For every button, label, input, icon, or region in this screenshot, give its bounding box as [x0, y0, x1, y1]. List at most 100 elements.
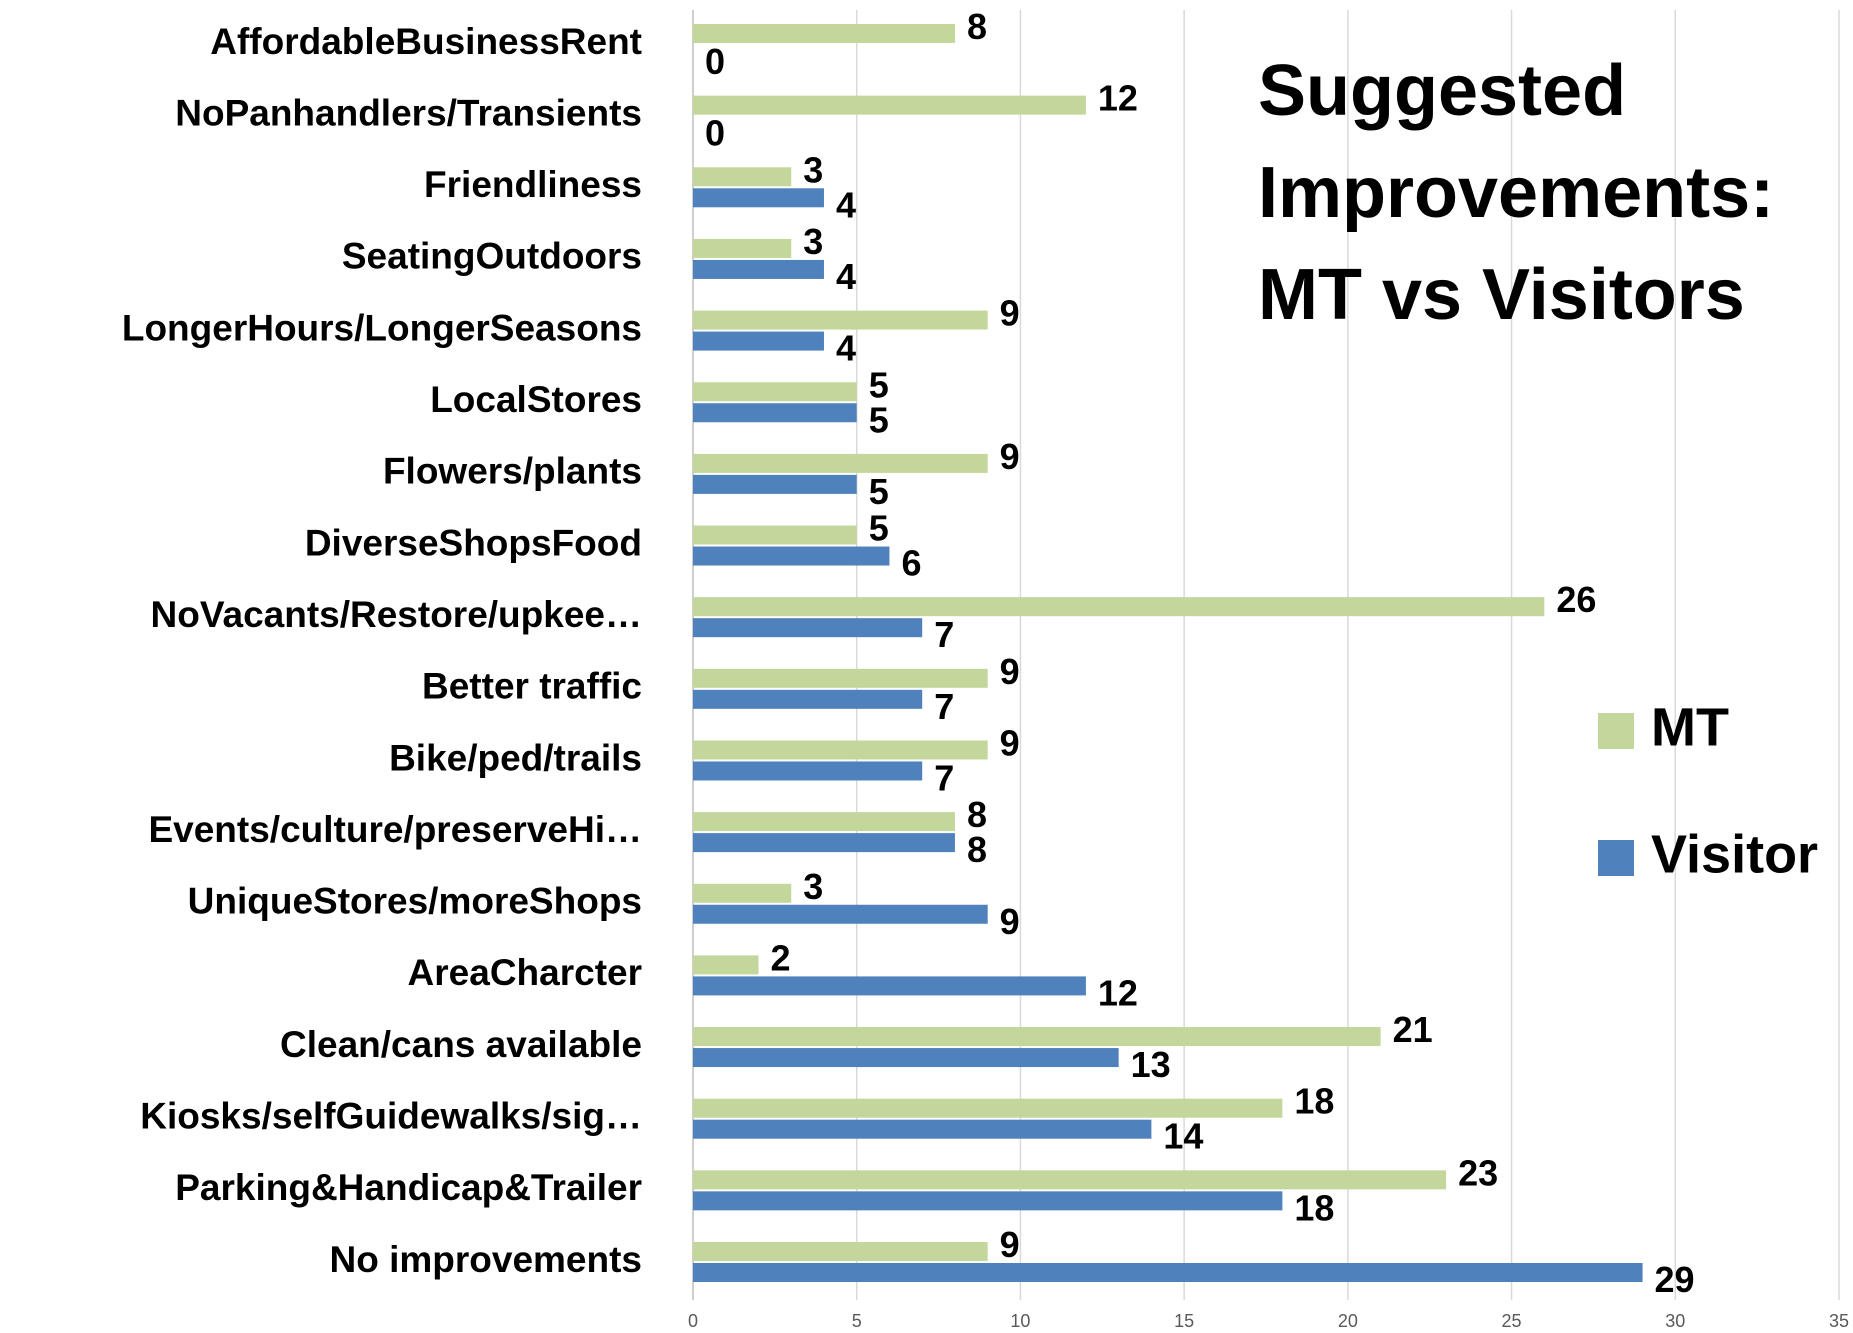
y-tick-label: AreaCharcter: [408, 952, 642, 993]
bar: [693, 740, 988, 760]
data-label: 26: [1556, 579, 1596, 620]
y-tick-label: LocalStores: [430, 379, 642, 420]
bar: [693, 453, 988, 473]
data-label: 14: [1163, 1116, 1203, 1157]
data-label: 9: [1000, 901, 1020, 942]
bar: [693, 1191, 1283, 1211]
data-label: 18: [1294, 1187, 1334, 1228]
data-label: 0: [705, 113, 725, 154]
data-label: 5: [869, 364, 889, 405]
bar: [693, 689, 923, 709]
data-label: 8: [967, 794, 987, 835]
bar: [693, 955, 759, 975]
bar: [693, 1048, 1119, 1068]
bar: [693, 310, 988, 330]
x-tick-label: 20: [1338, 1311, 1358, 1331]
x-tick-label: 30: [1665, 1311, 1685, 1331]
bar: [693, 95, 1086, 115]
y-tick-label: SeatingOutdoors: [342, 236, 642, 277]
data-label: 9: [1000, 651, 1020, 692]
y-tick-label: Bike/ped/trails: [389, 737, 642, 778]
data-label: 7: [934, 757, 954, 798]
y-tick-label: Friendliness: [424, 164, 642, 205]
data-label: 3: [803, 221, 823, 262]
data-label: 6: [901, 543, 921, 584]
bar: [693, 668, 988, 688]
bar: [693, 474, 857, 494]
data-label: 8: [967, 6, 987, 47]
data-label: 5: [869, 508, 889, 549]
data-label: 0: [705, 41, 725, 82]
y-tick-label: AffordableBusinessRent: [210, 21, 642, 62]
bar: [693, 546, 890, 566]
y-tick-label: UniqueStores/moreShops: [188, 881, 642, 922]
legend-swatch: [1598, 713, 1634, 749]
y-tick-label: Parking&Handicap&Trailer: [175, 1167, 642, 1208]
data-label: 13: [1131, 1044, 1171, 1085]
bar: [693, 331, 824, 351]
data-label: 21: [1393, 1009, 1433, 1050]
bar: [693, 597, 1545, 617]
data-label: 23: [1458, 1152, 1498, 1193]
data-label: 12: [1098, 972, 1138, 1013]
bar: [693, 24, 955, 43]
bar: [693, 761, 923, 781]
bar: [693, 833, 955, 853]
data-label: 5: [869, 471, 889, 512]
data-label: 9: [1000, 722, 1020, 763]
x-tick-label: 0: [688, 1311, 698, 1331]
y-tick-label: Events/culture/preserveHi…: [148, 809, 642, 850]
y-tick-label: NoVacants/Restore/upkee…: [151, 594, 642, 635]
x-tick-label: 5: [852, 1311, 862, 1331]
y-tick-label: Better traffic: [422, 666, 642, 707]
bar: [693, 1242, 988, 1261]
bar: [693, 403, 857, 423]
y-tick-label: No improvements: [329, 1239, 642, 1280]
data-label: 7: [934, 686, 954, 727]
bar: [693, 525, 857, 545]
bar: [693, 1170, 1447, 1190]
data-label: 18: [1294, 1081, 1334, 1122]
data-label: 2: [770, 937, 790, 978]
data-label: 9: [1000, 1224, 1020, 1265]
data-label: 5: [869, 399, 889, 440]
data-label: 9: [1000, 293, 1020, 334]
bar: [693, 904, 988, 924]
y-tick-label: Kiosks/selfGuidewalks/sig…: [140, 1095, 642, 1136]
bar: [693, 259, 824, 279]
data-label: 7: [934, 614, 954, 655]
x-tick-label: 35: [1829, 1311, 1849, 1331]
bar: [693, 812, 955, 832]
bar: [693, 167, 792, 187]
y-tick-label: DiverseShopsFood: [305, 522, 642, 563]
data-label: 4: [836, 328, 856, 369]
legend-label: Visitor: [1651, 824, 1818, 884]
legend-swatch: [1598, 840, 1634, 876]
data-label: 3: [803, 866, 823, 907]
bar: [693, 238, 792, 258]
bar: [693, 976, 1086, 996]
bar: [693, 188, 824, 208]
x-tick-label: 10: [1010, 1311, 1030, 1331]
y-tick-label: LongerHours/LongerSeasons: [122, 307, 642, 348]
bar: [693, 1119, 1152, 1139]
bar: [693, 883, 792, 903]
y-tick-label: Flowers/plants: [383, 451, 642, 492]
bar: [693, 1027, 1381, 1047]
y-tick-label: NoPanhandlers/Transients: [175, 92, 642, 133]
bar: [693, 618, 923, 638]
x-tick-label: 25: [1502, 1311, 1522, 1331]
bar: [693, 1098, 1283, 1118]
data-label: 12: [1098, 78, 1138, 119]
bar: [693, 382, 857, 402]
data-label: 29: [1655, 1259, 1695, 1300]
x-tick-label: 15: [1174, 1311, 1194, 1331]
data-label: 4: [836, 184, 856, 225]
y-tick-label: Clean/cans available: [280, 1024, 642, 1065]
data-label: 3: [803, 149, 823, 190]
legend-label: MT: [1651, 697, 1729, 757]
bar: [693, 1263, 1643, 1282]
data-label: 4: [836, 256, 856, 297]
